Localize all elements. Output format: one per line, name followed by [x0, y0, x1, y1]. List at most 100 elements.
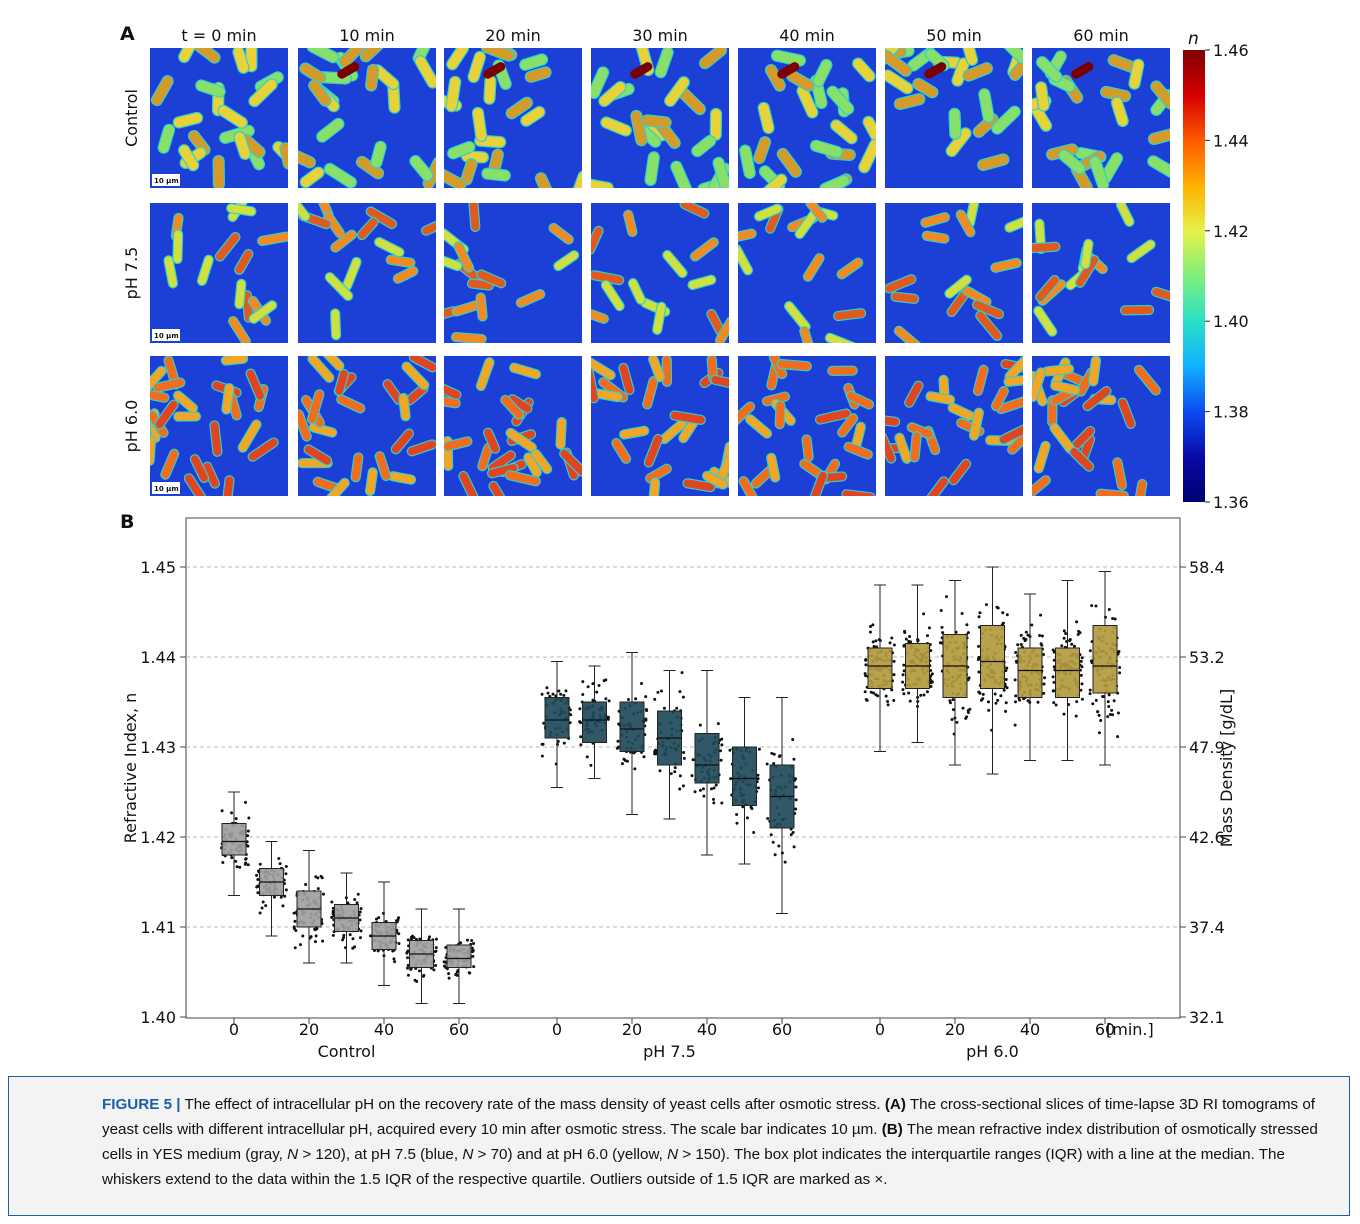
tomogram-tile — [591, 203, 729, 343]
data-point — [579, 721, 583, 725]
data-point — [1014, 651, 1018, 655]
data-point — [246, 863, 250, 867]
box-plots — [221, 566, 1118, 1004]
y-axis-left-label: Refractive Index, n — [121, 693, 140, 844]
box — [732, 746, 757, 806]
data-point — [1062, 636, 1066, 640]
data-point — [256, 878, 260, 882]
tomogram-tile — [1032, 356, 1170, 496]
panel-b: B 1.40 1.41 1.42 1.43 1.44 1.45 32.1 37.4 42.6 4… — [120, 511, 1236, 1061]
time-label: t = 0 min — [181, 26, 256, 45]
data-point — [756, 786, 760, 790]
tomogram-tile — [738, 356, 876, 496]
data-point — [872, 691, 876, 695]
y2-tick-label: 42.6 — [1189, 828, 1225, 847]
data-point — [864, 658, 868, 662]
data-point — [908, 699, 912, 703]
y2-tick-label: 53.2 — [1189, 648, 1225, 667]
x-tick-label: 0 — [875, 1020, 885, 1039]
data-point — [406, 949, 410, 953]
data-point — [406, 956, 410, 960]
data-point — [359, 929, 363, 933]
tomogram-tile — [444, 203, 582, 343]
tomogram-tile — [1032, 48, 1170, 188]
y2-tick-label: 37.4 — [1189, 918, 1225, 937]
data-point — [284, 865, 288, 869]
data-point — [938, 641, 942, 645]
y2-tick-label: 47.9 — [1189, 738, 1225, 757]
data-point — [901, 688, 905, 692]
box — [867, 647, 893, 689]
data-point — [735, 821, 739, 825]
data-point — [374, 917, 378, 921]
data-point — [591, 682, 595, 686]
data-point — [659, 689, 663, 693]
data-point — [1080, 656, 1084, 660]
data-point — [579, 743, 583, 747]
data-point — [919, 693, 923, 697]
data-point — [1113, 617, 1117, 621]
box — [980, 625, 1005, 689]
data-point — [792, 757, 796, 761]
data-point — [967, 676, 971, 680]
data-point — [1052, 689, 1056, 693]
data-point — [681, 784, 685, 788]
data-point — [353, 897, 357, 901]
data-point — [909, 640, 913, 644]
box — [619, 701, 645, 752]
data-point — [941, 631, 945, 635]
box-plot — [371, 881, 397, 986]
data-point — [1004, 669, 1008, 673]
data-point — [1039, 642, 1043, 646]
data-point — [719, 749, 723, 753]
data-point — [720, 743, 724, 747]
data-point — [454, 972, 458, 976]
data-point — [701, 787, 705, 791]
box-plot — [1017, 593, 1043, 761]
data-point — [238, 865, 242, 869]
caption-text: The effect of intracellular pH on the re… — [180, 1096, 885, 1113]
scale-bar — [152, 482, 180, 494]
box-plot — [582, 665, 607, 779]
colorbar-ticks: 1.46 1.44 1.42 1.40 1.38 1.36 — [1205, 41, 1249, 512]
data-point — [568, 708, 572, 712]
data-point — [234, 817, 238, 821]
data-point — [794, 798, 798, 802]
data-point — [1099, 718, 1103, 722]
box-plot — [867, 584, 893, 752]
data-point — [1051, 648, 1055, 652]
x-tick-label: 20 — [299, 1020, 319, 1039]
data-point — [272, 895, 276, 899]
data-point — [1005, 666, 1009, 670]
data-point — [397, 932, 401, 936]
data-point — [316, 876, 320, 880]
data-point — [1094, 604, 1098, 608]
scale-bar-label: 10 µm — [154, 332, 179, 340]
data-point — [284, 872, 288, 876]
caption-text: The mean refractive index distribution o… — [102, 1121, 1318, 1163]
row-label: pH 7.5 — [122, 247, 141, 300]
tomogram-tile: 10 µm — [150, 203, 288, 343]
data-point — [869, 690, 873, 694]
data-point — [978, 691, 982, 695]
data-point — [467, 971, 471, 975]
data-point — [355, 901, 359, 905]
caption-text: The cross-sectional slices of time-lapse… — [102, 1096, 1315, 1138]
data-point — [778, 754, 782, 758]
data-point — [987, 708, 991, 712]
x-tick-label: 40 — [697, 1020, 717, 1039]
x-tick-label: 40 — [374, 1020, 394, 1039]
data-point — [264, 904, 268, 908]
data-point — [874, 639, 878, 643]
panel-a-label: A — [120, 23, 135, 45]
data-point — [589, 763, 593, 767]
data-point — [545, 686, 549, 690]
data-point — [756, 773, 760, 777]
data-point — [902, 644, 906, 648]
data-point — [633, 767, 637, 771]
group-label: pH 7.5 — [643, 1042, 696, 1061]
box — [446, 944, 472, 968]
box-plot — [619, 652, 645, 815]
data-point — [698, 788, 702, 792]
data-point — [406, 973, 410, 977]
